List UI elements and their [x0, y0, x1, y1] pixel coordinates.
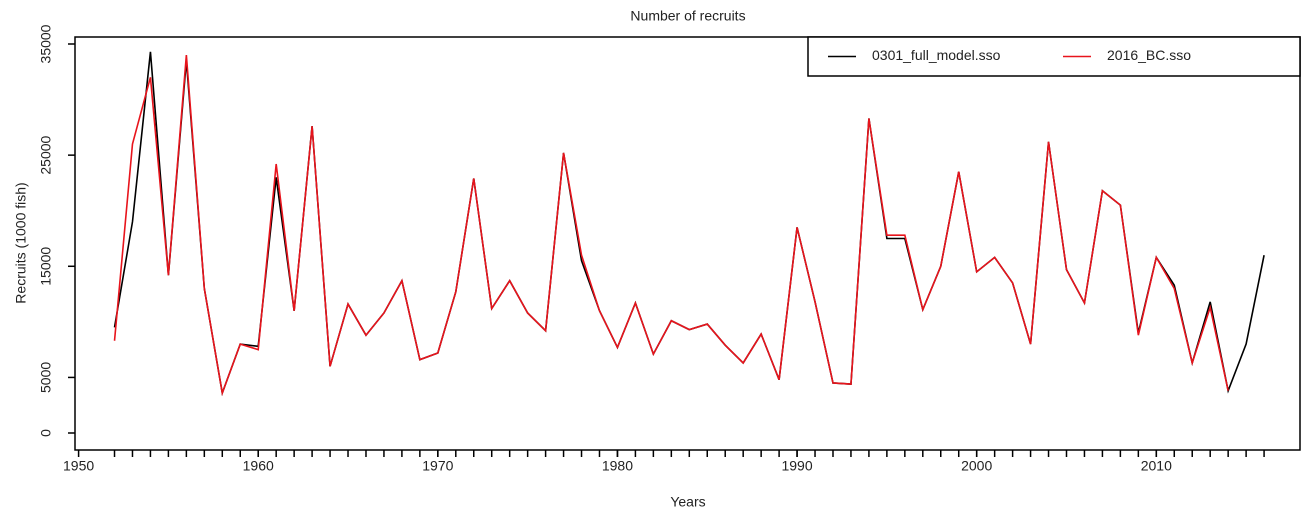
- x-tick-label: 2000: [961, 458, 992, 474]
- y-tick-label: 25000: [38, 135, 54, 174]
- x-tick-label: 1990: [781, 458, 812, 474]
- x-tick-label: 2010: [1141, 458, 1172, 474]
- y-tick-label: 5000: [38, 362, 54, 393]
- x-axis-label: Years: [670, 494, 705, 510]
- legend-box: [807, 36, 1301, 77]
- x-tick-label: 1980: [602, 458, 633, 474]
- series-line: [113, 51, 1265, 397]
- x-tick-label: 1970: [422, 458, 453, 474]
- series-line: [113, 55, 1229, 397]
- y-tick-label: 0: [38, 429, 54, 437]
- chart-title: Number of recruits: [630, 8, 745, 24]
- legend-label: 0301_full_model.sso: [872, 47, 1001, 63]
- plot-frame: [74, 36, 1301, 451]
- x-tick-label: 1950: [63, 458, 94, 474]
- y-tick-label: 15000: [38, 247, 54, 286]
- x-tick-label: 1960: [243, 458, 274, 474]
- legend-label: 2016_BC.sso: [1107, 47, 1191, 63]
- y-tick-label: 35000: [38, 24, 54, 63]
- y-axis-label: Recruits (1000 fish): [13, 182, 29, 303]
